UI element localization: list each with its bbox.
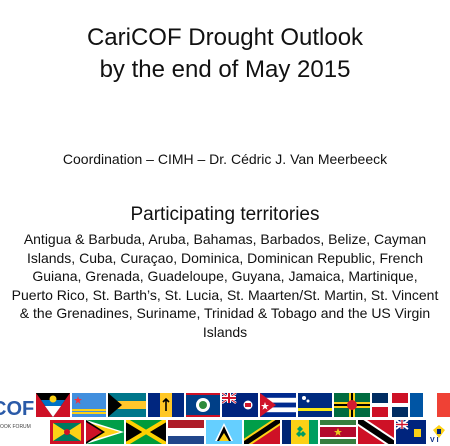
st-lucia-flag-icon [206, 420, 242, 444]
flags-strip: V I [36, 393, 450, 446]
suriname-flag-icon [320, 420, 356, 444]
territories-list: Antigua & Barbuda, Aruba, Bahamas, Barba… [0, 230, 450, 342]
cayman-flag-icon [222, 393, 258, 417]
aruba-flag-icon [72, 393, 106, 417]
logo-text: COF [0, 398, 34, 420]
jamaica-flag-icon [126, 420, 166, 444]
guyana-flag-icon [86, 420, 124, 444]
curacao-flag-icon [298, 393, 332, 417]
svg-text:V I: V I [430, 437, 439, 444]
title-line-1: CariCOF Drought Outlook [86, 24, 364, 51]
territories-line: Islands, Cuba, Curaçao, Dominica, Domini… [26, 249, 424, 266]
coordination-line: Coordination – CIMH – Dr. Cédric J. Van … [62, 151, 388, 167]
grenada-flag-icon [50, 420, 84, 444]
turks-caicos-flag-icon [396, 420, 426, 444]
territories-line: Puerto Rico, St. Barth’s, St. Lucia, St.… [11, 286, 439, 303]
territories-line: & the Grenadines, Suriname, Trinidad & T… [19, 305, 431, 322]
belize-flag-icon [186, 393, 220, 417]
france-flag-icon [410, 393, 450, 417]
territories-line: Islands [202, 323, 248, 340]
usvi-flag-icon: V I [428, 420, 450, 444]
title-line-2: by the end of May 2015 [99, 56, 351, 83]
dominica-flag-icon [334, 393, 370, 417]
caricof-logo: COF OOK FORUM [0, 392, 34, 446]
bahamas-flag-icon [108, 393, 146, 417]
antigua-flag-icon [36, 393, 70, 417]
trinidad-flag-icon [358, 420, 394, 444]
territories-line: Antigua & Barbuda, Aruba, Bahamas, Barba… [23, 231, 427, 247]
slide-title: CariCOF Drought Outlook by the end of Ma… [0, 22, 450, 86]
netherlands-flag-icon [168, 420, 204, 444]
st-kitts-flag-icon [244, 420, 280, 444]
territories-line: Guiana, Grenada, Guadeloupe, Guyana, Jam… [32, 268, 418, 285]
logo-subtext: OOK FORUM [0, 424, 31, 430]
participating-heading: Participating territories [130, 204, 320, 225]
dominican-republic-flag-icon [372, 393, 408, 417]
barbados-flag-icon [148, 393, 184, 417]
cuba-flag-icon [260, 393, 296, 417]
st-vincent-flag-icon [282, 420, 318, 444]
